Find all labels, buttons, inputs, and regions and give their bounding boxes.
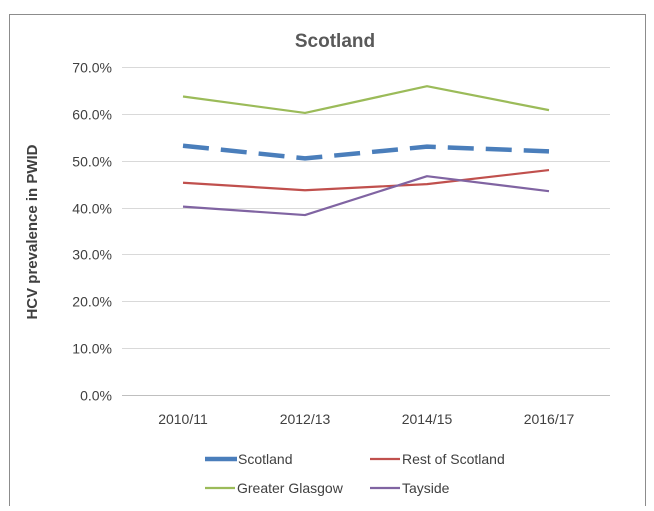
x-tick-label: 2012/13 [280,411,331,427]
y-tick-label: 20.0% [72,294,112,310]
y-tick-label: 0.0% [80,388,112,404]
grid-layer [122,67,610,396]
chart-title: Scotland [295,31,375,52]
x-tick-label: 2016/17 [524,411,575,427]
legend-label-rest-of-scotland: Rest of Scotland [402,451,505,467]
y-tick-label: 30.0% [72,247,112,263]
y-tick-label: 50.0% [72,154,112,170]
series-line-greater-glasgow [182,85,550,115]
y-tick-label: 60.0% [72,107,112,123]
y-axis-label: HCV prevalence in PWID [24,144,41,319]
x-tick-label: 2014/15 [402,411,453,427]
legend-label-scotland: Scotland [238,451,292,467]
series-line-rest-of-scotland [182,168,550,192]
y-tick-label: 40.0% [72,201,112,217]
legend-label-greater-glasgow: Greater Glasgow [237,480,344,496]
x-tick-label: 2010/11 [158,411,208,427]
x-tick-labels: 2010/11 2012/13 2014/15 2016/17 [158,411,574,427]
y-tick-label: 10.0% [72,341,112,357]
legend-label-tayside: Tayside [402,480,450,496]
series-layer [182,85,550,217]
y-tick-label: 70.0% [72,60,112,76]
y-tick-labels: 0.0% 10.0% 20.0% 30.0% 40.0% 50.0% 60.0% 70.0% [72,60,112,404]
series-line-tayside [182,175,550,217]
legend: Scotland Rest of Scotland Greater Glasgow T… [205,451,505,496]
series-line-scotland [182,143,550,161]
